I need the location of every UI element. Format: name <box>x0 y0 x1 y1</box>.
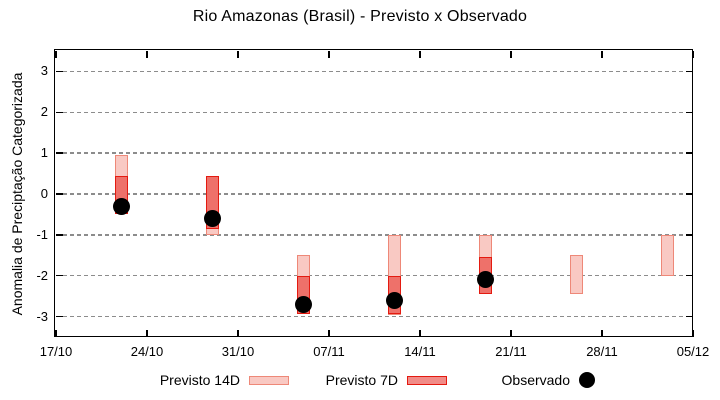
x-tick-label: 14/11 <box>404 344 436 359</box>
grid-line <box>56 234 693 236</box>
y-tick-mark <box>686 111 693 114</box>
y-tick-mark <box>56 111 63 114</box>
chart-title: Rio Amazonas (Brasil) - Previsto x Obser… <box>192 8 528 25</box>
x-tick-label: 28/11 <box>586 344 618 359</box>
x-tick-label: 05/12 <box>676 344 710 359</box>
x-tick-mark <box>692 330 694 337</box>
observed-dot <box>112 197 130 215</box>
legend-label-previsto-7d: Previsto 7D <box>325 372 398 388</box>
x-tick-label: 21/11 <box>495 344 527 359</box>
grid-line <box>56 274 693 277</box>
x-tick-mark <box>419 330 421 337</box>
legend-label-previsto-14d: Previsto 14D <box>159 372 240 388</box>
legend-swatch-observado-dot <box>579 372 595 388</box>
y-tick-label: -2 <box>36 267 48 283</box>
x-tick-mark <box>692 51 694 58</box>
x-tick-mark <box>237 330 239 337</box>
grid-line <box>56 193 693 195</box>
x-tick-label: 24/10 <box>130 344 164 359</box>
plot-area <box>55 51 694 337</box>
y-tick-mark <box>686 152 693 154</box>
x-tick-mark <box>328 51 330 58</box>
x-tick-mark <box>601 51 603 58</box>
y-tick-mark <box>686 274 693 277</box>
x-tick-label: 17/10 <box>39 344 73 359</box>
legend-item-previsto-7d: Previsto 7D <box>308 370 447 390</box>
forecast-14d-box <box>569 255 583 295</box>
legend-item-observado: Observado <box>480 370 595 390</box>
y-tick-mark <box>56 274 63 277</box>
y-tick-mark <box>56 315 63 318</box>
y-tick-mark <box>56 152 63 154</box>
y-tick-mark <box>686 70 693 73</box>
y-tick-mark <box>56 70 63 73</box>
y-tick-mark <box>686 315 693 318</box>
observed-dot <box>294 295 312 313</box>
legend-swatch-previsto-7d <box>407 375 447 385</box>
x-tick-label: 07/11 <box>313 344 345 359</box>
y-tick-label: -3 <box>36 308 48 324</box>
legend-swatch-previsto-14d <box>249 375 289 385</box>
legend-item-previsto-14d: Previsto 14D <box>140 370 289 390</box>
y-tick-label: 0 <box>40 186 48 201</box>
observed-dot <box>476 271 494 289</box>
x-tick-mark <box>146 330 148 337</box>
grid-line <box>56 315 693 318</box>
y-tick-mark <box>56 193 63 195</box>
grid-line <box>56 152 693 154</box>
x-tick-mark <box>510 330 512 337</box>
y-tick-mark <box>56 234 63 236</box>
y-tick-mark <box>686 193 693 195</box>
x-tick-mark <box>419 51 421 58</box>
x-tick-mark <box>510 51 512 58</box>
x-tick-mark <box>55 330 57 337</box>
x-tick-mark <box>328 330 330 337</box>
y-tick-label: 2 <box>40 104 48 120</box>
forecast-14d-box <box>660 234 674 276</box>
x-tick-mark <box>146 51 148 58</box>
grid-line <box>56 111 693 114</box>
legend-label-observado: Observado <box>501 372 570 388</box>
x-tick-mark <box>601 330 603 337</box>
grid-line <box>56 70 693 73</box>
x-tick-label: 31/10 <box>221 344 255 359</box>
y-tick-label: 1 <box>40 145 48 161</box>
y-tick-label: -1 <box>36 226 48 242</box>
x-tick-mark <box>55 51 57 58</box>
observed-dot <box>203 210 221 227</box>
x-tick-mark <box>237 51 239 58</box>
observed-dot <box>385 291 403 309</box>
y-tick-mark <box>686 234 693 236</box>
y-tick-label: 3 <box>40 63 48 79</box>
